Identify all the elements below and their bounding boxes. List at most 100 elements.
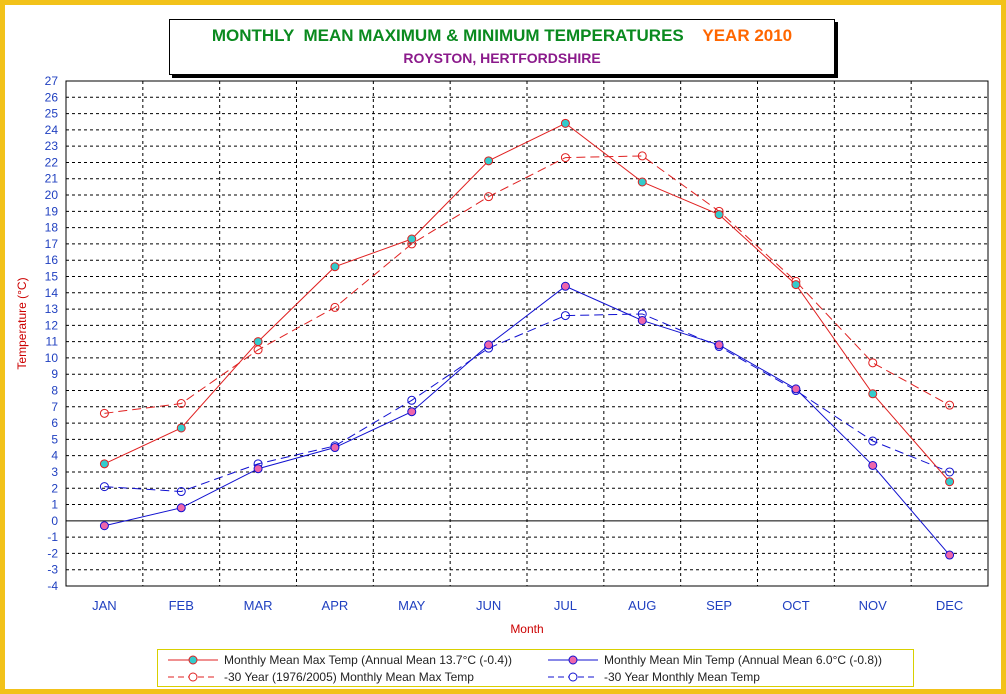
legend-label-30yr-max: -30 Year (1976/2005) Monthly Mean Max Te…	[224, 670, 474, 684]
data-point-1	[99, 521, 109, 531]
data-point-2	[637, 151, 647, 161]
data-point-1	[945, 550, 955, 560]
title-box: MONTHLY MEAN MAXIMUM & MINIMUM TEMPERATU…	[169, 19, 835, 75]
data-point-1	[484, 340, 494, 350]
y-tick-label: 0	[51, 514, 58, 528]
data-point-2	[868, 358, 878, 368]
y-tick-label: 9	[51, 367, 58, 381]
data-point-1	[176, 503, 186, 513]
data-point-1	[637, 315, 647, 325]
x-tick-label: MAR	[244, 598, 273, 613]
y-tick-label: 2	[51, 481, 58, 495]
y-tick-label: 18	[45, 221, 59, 235]
data-point-2	[176, 399, 186, 409]
plot-area	[65, 80, 989, 587]
data-point-0	[484, 156, 494, 166]
x-tick-label: MAY	[398, 598, 426, 613]
y-tick-label: 22	[45, 155, 59, 169]
y-tick-label: 11	[46, 335, 59, 349]
x-tick-label: APR	[322, 598, 349, 613]
legend-label-30yr-mean: -30 Year Monthly Mean Temp	[604, 670, 760, 684]
data-point-3	[176, 487, 186, 497]
legend-swatch-max	[168, 655, 218, 665]
data-point-3	[407, 395, 417, 405]
y-tick-label: 24	[45, 123, 59, 137]
data-point-0	[868, 389, 878, 399]
x-tick-label: DEC	[936, 598, 963, 613]
data-point-0	[99, 459, 109, 469]
y-tick-label: -4	[47, 579, 58, 593]
y-tick-label: 27	[45, 74, 59, 88]
y-tick-label: 14	[45, 286, 59, 300]
title-year: YEAR 2010	[702, 26, 793, 45]
x-tick-label: SEP	[706, 598, 732, 613]
legend-label-max: Monthly Mean Max Temp (Annual Mean 13.7°…	[224, 653, 513, 667]
data-point-1	[868, 460, 878, 470]
y-tick-label: -1	[47, 530, 58, 544]
y-tick-label: 1	[51, 498, 58, 512]
y-tick-label: 16	[45, 253, 59, 267]
x-axis-label: Month	[510, 622, 543, 636]
data-point-0	[253, 337, 263, 347]
data-point-1	[791, 384, 801, 394]
y-tick-label: 8	[51, 384, 58, 398]
series-line-0	[104, 122, 950, 483]
data-point-0	[637, 177, 647, 187]
y-tick-label: 7	[51, 400, 58, 414]
x-tick-label: OCT	[782, 598, 810, 613]
data-point-0	[714, 210, 724, 220]
y-tick-label: 23	[45, 139, 59, 153]
data-point-0	[945, 477, 955, 487]
data-point-2	[330, 302, 340, 312]
y-tick-label: 26	[45, 90, 59, 104]
chart-subtitle: ROYSTON, HERTFORDSHIRE	[403, 50, 601, 66]
y-tick-label: 12	[45, 318, 59, 332]
y-tick-label: -3	[47, 563, 58, 577]
data-point-0	[176, 423, 186, 433]
data-point-2	[484, 192, 494, 202]
data-point-1	[407, 407, 417, 417]
data-point-0	[330, 262, 340, 272]
legend: Monthly Mean Max Temp (Annual Mean 13.7°…	[157, 649, 914, 687]
series-line-1	[104, 285, 950, 556]
y-tick-label: 10	[45, 351, 59, 365]
data-point-3	[945, 467, 955, 477]
data-point-1	[714, 340, 724, 350]
data-point-2	[945, 400, 955, 410]
y-axis-label: Temperature (°C)	[15, 277, 29, 369]
y-tick-label: 19	[45, 204, 59, 218]
series-line-2	[104, 155, 950, 414]
data-point-0	[560, 118, 570, 128]
legend-swatch-min	[548, 655, 598, 665]
data-point-3	[99, 482, 109, 492]
y-tick-label: 5	[51, 432, 58, 446]
y-tick-label: -2	[47, 546, 58, 560]
x-tick-label: JAN	[92, 598, 117, 613]
x-tick-label: NOV	[859, 598, 888, 613]
y-tick-label: 6	[51, 416, 58, 430]
x-tick-label: JUL	[554, 598, 577, 613]
y-tick-label: 17	[45, 237, 59, 251]
x-tick-label: JUN	[476, 598, 501, 613]
legend-swatch-30yr-max	[168, 672, 218, 682]
data-point-2	[560, 153, 570, 163]
y-tick-label: 3	[51, 465, 58, 479]
data-point-1	[253, 464, 263, 474]
legend-swatch-30yr-mean	[548, 672, 598, 682]
title-main: MONTHLY MEAN MAXIMUM & MINIMUM TEMPERATU…	[211, 26, 684, 45]
y-tick-label: 21	[45, 172, 59, 186]
data-point-0	[791, 280, 801, 290]
data-point-1	[560, 281, 570, 291]
data-point-0	[407, 234, 417, 244]
legend-label-min: Monthly Mean Min Temp (Annual Mean 6.0°C…	[604, 653, 883, 667]
data-point-3	[560, 311, 570, 321]
y-tick-label: 20	[45, 188, 59, 202]
y-tick-label: 25	[45, 107, 59, 121]
data-point-2	[99, 408, 109, 418]
chart-title: MONTHLY MEAN MAXIMUM & MINIMUM TEMPERATU…	[170, 26, 834, 46]
series-line-3	[104, 313, 950, 493]
x-tick-label: FEB	[169, 598, 194, 613]
y-tick-label: 15	[45, 269, 59, 283]
